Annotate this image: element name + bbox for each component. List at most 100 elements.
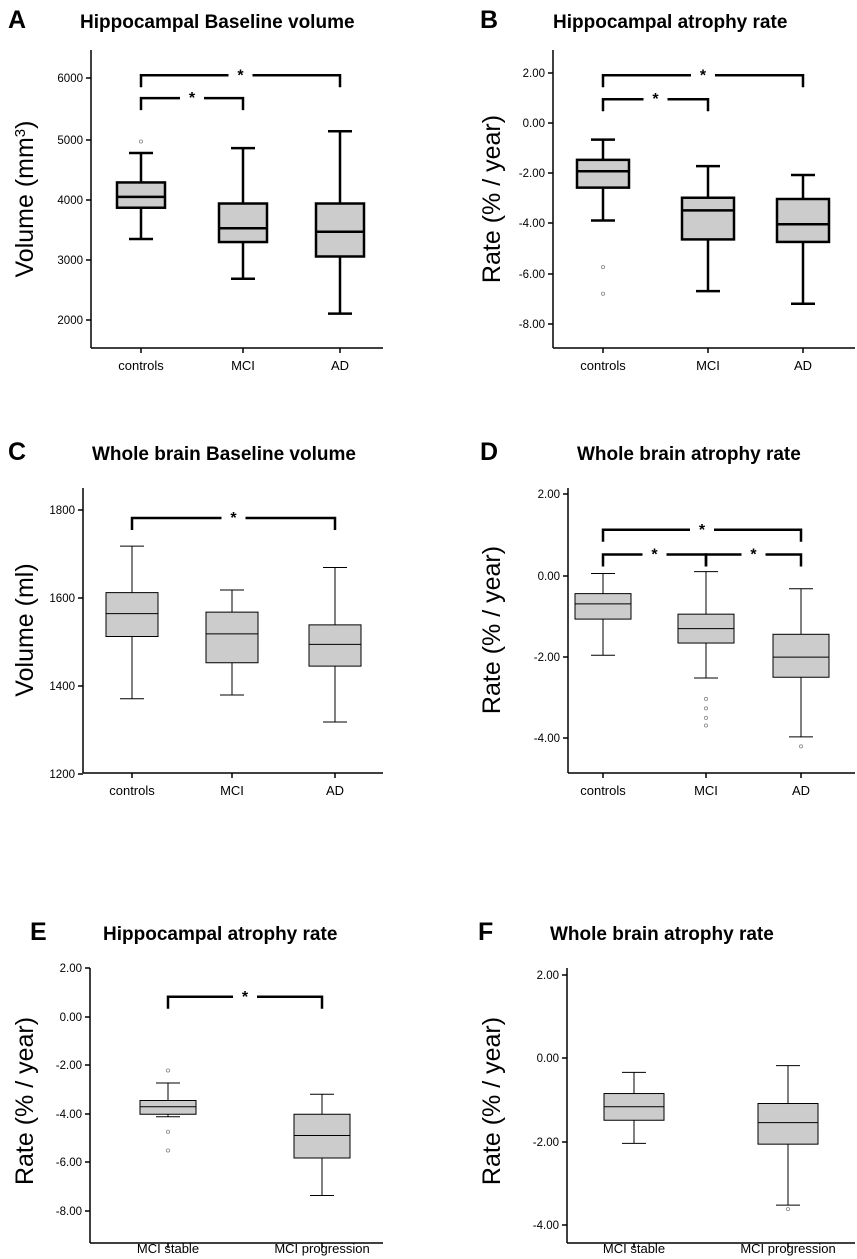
y-tick-label: 5000 — [57, 135, 83, 147]
y-tick-label: 6000 — [57, 73, 83, 85]
y-tick-label: -2.00 — [533, 1137, 559, 1149]
bracket-left — [601, 97, 644, 112]
panel-d: D Whole brain atrophy rate Rate (% / year)… — [478, 438, 855, 798]
y-tick-label: -4.00 — [56, 1109, 82, 1121]
y-tick-label: 1800 — [49, 505, 75, 517]
y-tick-label: 0.00 — [60, 1012, 82, 1024]
y-tick-label: 4000 — [57, 195, 83, 207]
box-iqr — [314, 202, 366, 258]
outlier-point — [165, 1068, 170, 1073]
bracket-right — [666, 553, 708, 567]
y-tick-label: 2.00 — [523, 68, 545, 80]
significance-bracket: * — [166, 989, 324, 1009]
bracket-right — [714, 528, 803, 542]
panel-letter: E — [30, 918, 47, 946]
y-tick-label: 1400 — [49, 681, 75, 693]
y-tick-label: -4.00 — [534, 733, 560, 745]
significance-star: * — [237, 67, 244, 84]
box-iqr — [757, 1103, 819, 1145]
y-tick-label: -8.00 — [519, 319, 545, 331]
x-category-label: controls — [118, 358, 164, 373]
bracket-left — [139, 96, 180, 111]
significance-bracket: * — [130, 510, 337, 530]
box-iqr — [680, 196, 736, 241]
x-category-label: MCI stable — [603, 1241, 665, 1256]
bracket-right — [257, 995, 324, 1009]
y-tick-label: 2.00 — [537, 970, 559, 982]
box-mci-progression — [757, 1065, 819, 1212]
x-category-label: controls — [580, 783, 626, 798]
x-category-label: AD — [794, 358, 812, 373]
y-axis-label: Volume (mm3) — [11, 121, 39, 278]
panel-b: B Hippocampal atrophy rate Rate (% / year)… — [478, 6, 855, 373]
y-axis-label: Volume (ml) — [11, 563, 39, 696]
y-axis-label: Rate (% / year) — [478, 546, 506, 714]
box-controls — [115, 139, 167, 241]
box-iqr — [139, 1100, 197, 1115]
panel-letter: C — [8, 438, 26, 466]
x-category-label: MCI progression — [274, 1241, 369, 1256]
bracket-right — [245, 516, 337, 530]
box-ad — [772, 588, 830, 749]
y-tick-label: 2.00 — [60, 963, 82, 975]
x-category-label: MCI progression — [740, 1241, 835, 1256]
panel-title: Hippocampal atrophy rate — [103, 924, 337, 945]
bracket-left — [601, 528, 690, 542]
x-category-label: AD — [326, 783, 344, 798]
outlier-point — [704, 723, 709, 728]
y-tick-label: 3000 — [57, 255, 83, 267]
bracket-right — [667, 97, 710, 112]
y-tick-label: 2.00 — [538, 489, 560, 501]
significance-star: * — [750, 547, 757, 564]
significance-bracket: * — [139, 90, 245, 111]
significance-star: * — [651, 547, 658, 564]
significance-star: * — [652, 91, 659, 108]
bracket-right — [765, 553, 803, 567]
bracket-right — [715, 74, 805, 88]
y-tick-label: -2.00 — [56, 1060, 82, 1072]
box-iqr — [308, 624, 362, 667]
y-tick-label: -6.00 — [519, 269, 545, 281]
panel-c: C Whole brain Baseline volume Volume (ml) 1… — [8, 438, 383, 798]
panel-letter: A — [8, 6, 26, 34]
bracket-left — [166, 995, 233, 1009]
significance-bracket: * — [704, 547, 803, 567]
box-iqr — [105, 592, 159, 637]
significance-star: * — [189, 90, 196, 107]
bracket-right — [204, 96, 245, 111]
outlier-point — [786, 1207, 791, 1212]
outlier-point — [704, 696, 709, 701]
box-iqr — [217, 202, 269, 244]
outlier-point — [704, 706, 709, 711]
x-category-label: MCI — [231, 358, 255, 373]
outlier-point — [704, 715, 709, 720]
significance-bracket: * — [601, 522, 803, 542]
panel-title: Hippocampal atrophy rate — [553, 12, 787, 33]
box-iqr — [772, 633, 830, 678]
significance-star: * — [242, 989, 249, 1006]
x-category-label: MCI — [696, 358, 720, 373]
bracket-left — [130, 516, 222, 530]
panel-title: Hippocampal Baseline volume — [80, 12, 355, 33]
box-mci-stable — [139, 1068, 197, 1153]
box-ad — [314, 130, 366, 315]
significance-bracket: * — [601, 67, 805, 88]
box-mci — [205, 589, 259, 696]
box-mci — [677, 571, 735, 728]
x-category-label: MCI — [694, 783, 718, 798]
y-tick-label: 1200 — [49, 769, 75, 781]
outlier-point — [601, 265, 606, 270]
significance-bracket: * — [601, 547, 708, 567]
bracket-left — [601, 553, 643, 567]
outlier-point — [165, 1129, 170, 1134]
x-category-label: controls — [109, 783, 155, 798]
panel-letter: F — [478, 918, 493, 946]
box-iqr — [574, 593, 632, 620]
box-iqr — [205, 611, 259, 664]
x-category-label: MCI — [220, 783, 244, 798]
box-mci — [680, 164, 736, 293]
bracket-left — [601, 74, 691, 88]
box-controls — [574, 573, 632, 656]
box-ad — [308, 567, 362, 723]
x-category-label: MCI stable — [137, 1241, 199, 1256]
